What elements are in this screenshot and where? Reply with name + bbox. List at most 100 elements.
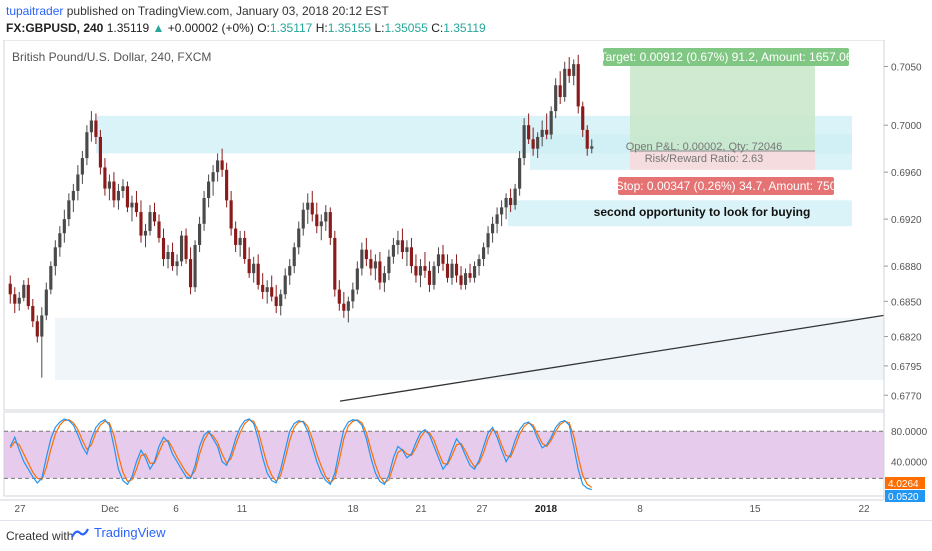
candle — [247, 247, 251, 278]
candle-body — [337, 289, 341, 304]
open-value: 1.35117 — [269, 21, 313, 35]
candle — [333, 230, 337, 297]
chart-header: tupaitrader published on TradingView.com… — [0, 0, 932, 38]
candle-body — [396, 240, 400, 245]
candle — [197, 216, 202, 253]
target-label-bg — [603, 48, 849, 66]
candle — [130, 195, 134, 222]
candle-body — [459, 275, 463, 285]
candle-body — [22, 284, 26, 298]
time-tick-label: Dec — [101, 504, 119, 515]
candle-body — [355, 268, 359, 290]
candle-body — [125, 186, 130, 208]
candle — [134, 190, 139, 217]
price-tick-label: 0.7000 — [891, 121, 922, 132]
candle — [545, 113, 549, 140]
price-tick-label: 0.6960 — [891, 168, 922, 179]
price-tick-label: 0.6920 — [891, 215, 922, 226]
candle-body — [585, 129, 589, 149]
candle-body — [554, 85, 558, 112]
candle-body — [477, 259, 481, 267]
candle — [243, 230, 247, 264]
candle — [26, 277, 30, 310]
candle-body — [148, 212, 152, 231]
candle — [53, 240, 57, 276]
candle-body — [8, 283, 12, 295]
candle-body — [364, 249, 368, 260]
candle-body — [432, 266, 436, 285]
candle — [527, 113, 531, 144]
target-label-text: Target: 0.00912 (0.67%) 91.2, Amount: 16… — [600, 50, 853, 64]
candle — [504, 193, 508, 220]
candle — [143, 223, 148, 248]
candle-body — [49, 266, 53, 290]
candle — [211, 165, 215, 196]
candle-body — [590, 146, 594, 149]
candle-body — [500, 207, 504, 215]
candle — [459, 266, 463, 290]
candle-body — [306, 202, 310, 210]
time-tick-label: 27 — [476, 504, 488, 515]
candle-body — [134, 202, 139, 213]
candle — [409, 237, 414, 274]
price-axis-bg — [884, 40, 932, 500]
candle — [423, 252, 427, 278]
candle — [8, 275, 12, 304]
time-axis[interactable]: 27 Dec 6 11 18 21 27 2018 8 15 22 — [0, 499, 884, 515]
candle — [396, 230, 400, 255]
candle-body — [247, 259, 251, 274]
candle-body — [545, 129, 549, 135]
candle — [188, 247, 193, 295]
candle — [518, 151, 522, 196]
candle-body — [157, 221, 161, 238]
candle — [107, 174, 112, 201]
candle-body — [472, 266, 477, 278]
candle — [94, 113, 98, 144]
price-axis[interactable]: 0.7050 0.7000 0.6960 0.6920 0.6880 0.6850 0.68… — [883, 40, 932, 500]
candle-body — [175, 261, 179, 267]
trendline-segment — [339, 314, 885, 402]
candle — [256, 254, 260, 290]
candle-body — [243, 237, 247, 260]
candle-body — [369, 259, 373, 269]
candle-body — [509, 197, 513, 206]
candle-body — [572, 64, 576, 76]
candle-body — [549, 111, 553, 135]
chart-area[interactable]: British Pound/U.S. Dollar, 240, FXCM Targ… — [0, 39, 932, 520]
candle — [513, 183, 517, 210]
candle-body — [581, 106, 585, 130]
price-tick-label: 0.6770 — [891, 391, 922, 402]
stoch-k-value: 0.0520 — [888, 492, 919, 503]
tradingview-brand[interactable]: TradingView — [70, 525, 166, 540]
candle-body — [193, 244, 197, 288]
candle-body — [283, 275, 287, 295]
candle-body — [427, 270, 432, 285]
candle — [121, 179, 125, 198]
candle-body — [26, 284, 30, 307]
long-position-tool[interactable] — [630, 54, 815, 170]
candle-body — [540, 129, 544, 137]
candle — [17, 291, 21, 311]
stoch-band — [4, 431, 884, 479]
candle — [103, 158, 107, 196]
candle-body — [418, 266, 423, 276]
stoch-d-tag-bg — [885, 477, 925, 489]
time-tick-label: 21 — [415, 504, 427, 515]
candle-body — [71, 190, 75, 201]
candle — [486, 226, 490, 255]
up-triangle-icon: ▲ — [152, 21, 165, 35]
trendline[interactable] — [339, 314, 885, 402]
stochastic-pane[interactable]: 80.0000 40.0000 4.0264 0.0520 — [4, 418, 928, 503]
candles — [8, 54, 594, 378]
author-link[interactable]: tupaitrader — [6, 4, 64, 18]
candle-body — [197, 223, 202, 245]
candle — [441, 244, 445, 271]
annotation-text: second opportunity to look for buying — [594, 205, 811, 219]
candle — [202, 190, 206, 231]
price-chart-svg[interactable]: British Pound/U.S. Dollar, 240, FXCM Targ… — [0, 39, 932, 520]
candle — [360, 242, 364, 276]
candle-body — [319, 221, 323, 227]
candle-body — [382, 273, 386, 283]
candle — [337, 280, 341, 311]
candle-body — [13, 294, 17, 304]
